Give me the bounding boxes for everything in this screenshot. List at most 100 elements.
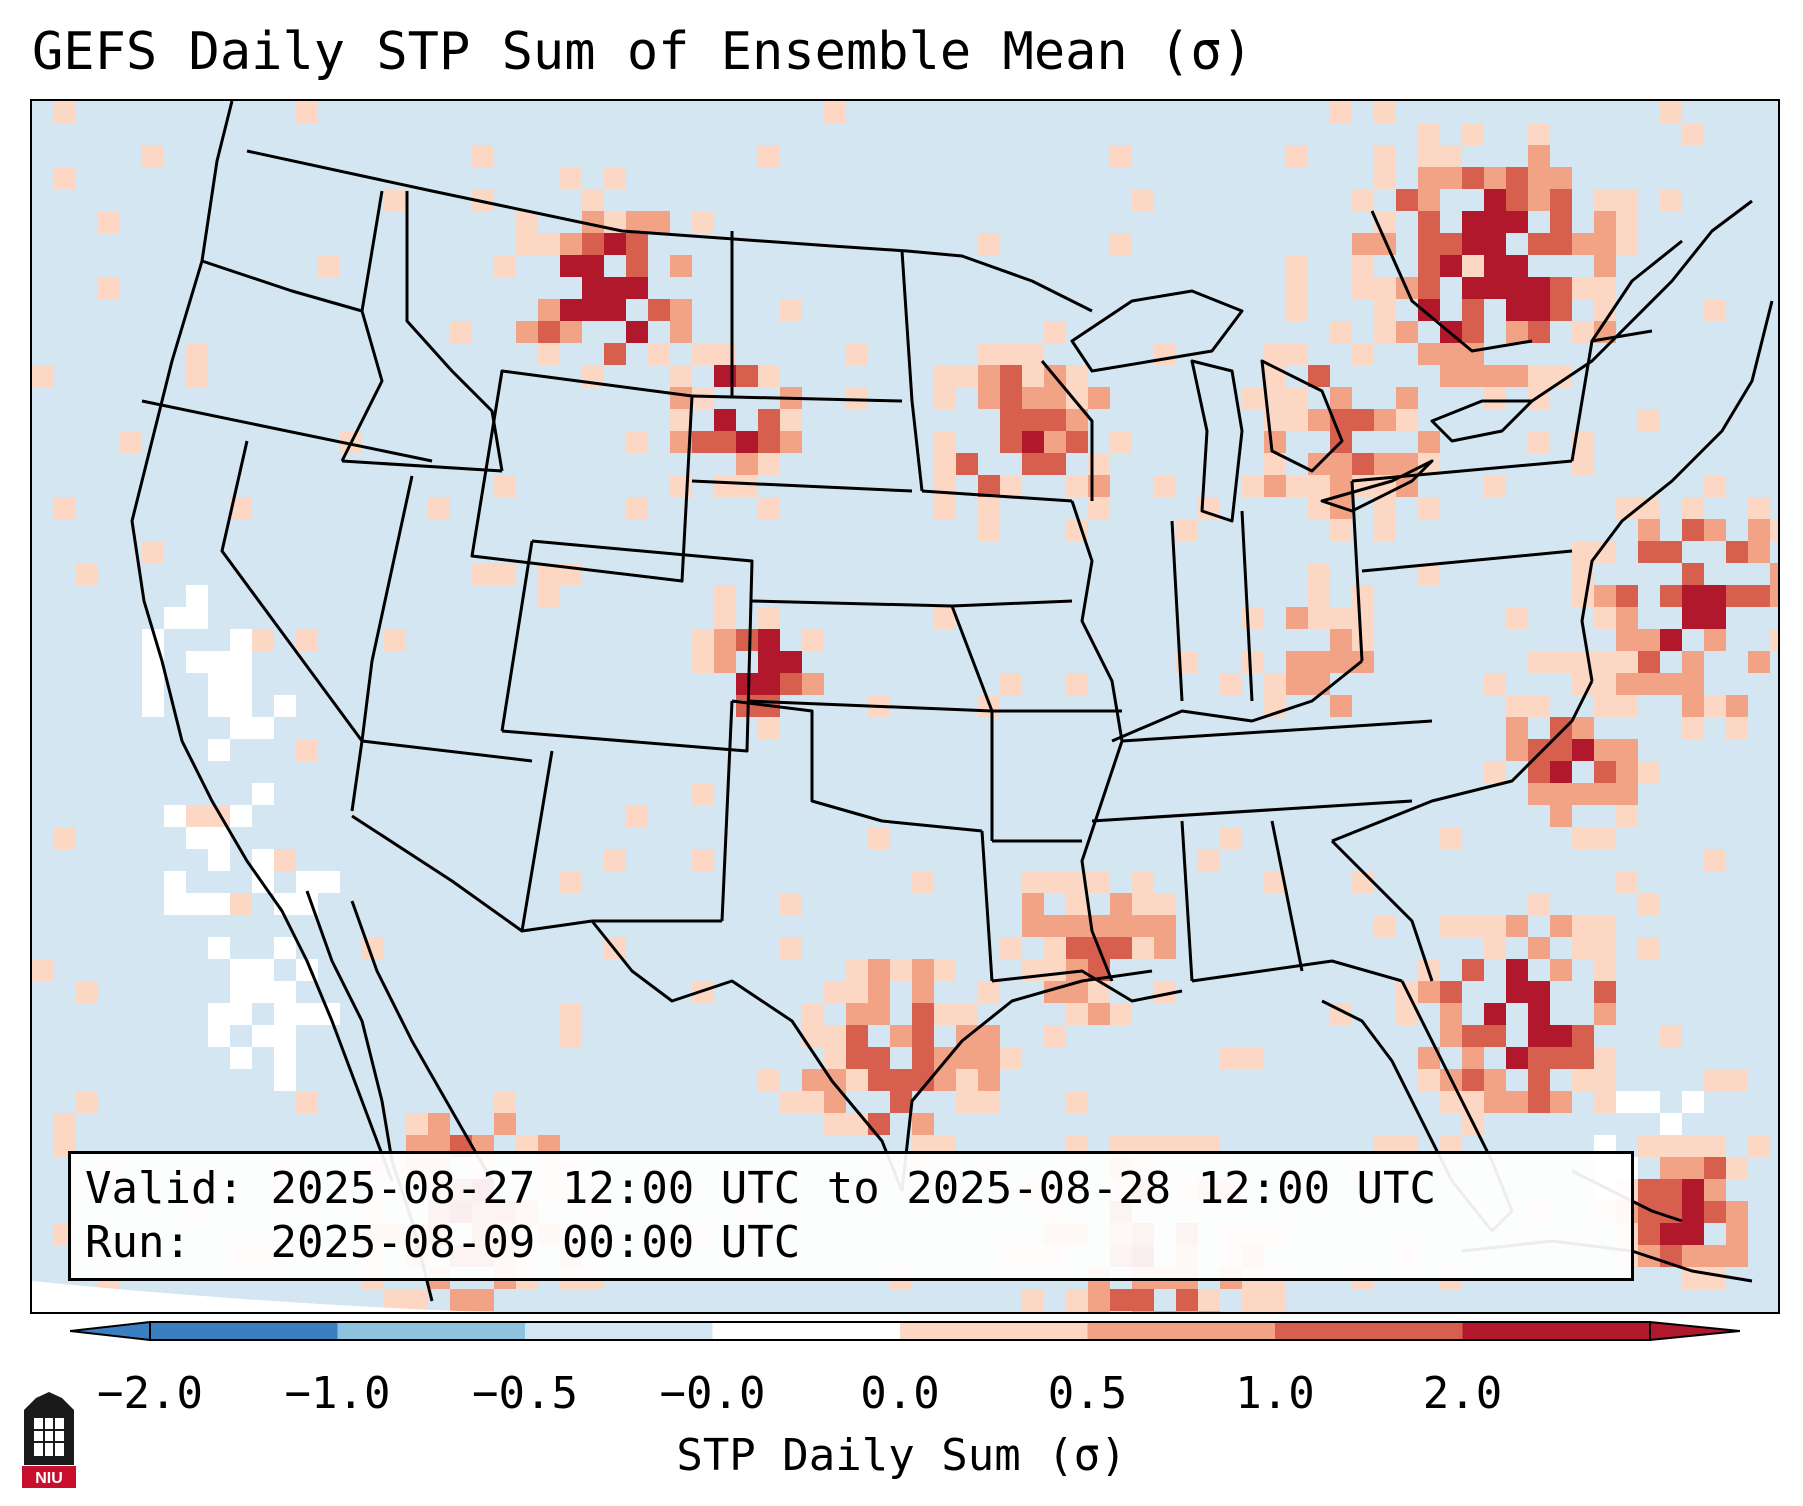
stp-cell (758, 145, 780, 167)
ms-al-border (1182, 821, 1192, 981)
stp-cell (1000, 431, 1022, 453)
stp-cell (758, 673, 780, 695)
stp-cell (1528, 739, 1550, 761)
stp-cell (186, 805, 208, 827)
stp-cell (1418, 277, 1440, 299)
stp-cell (54, 167, 76, 189)
stp-cell (1748, 651, 1770, 673)
stp-cell (1264, 1289, 1286, 1311)
stp-cell (1242, 475, 1264, 497)
stp-cell (1528, 365, 1550, 387)
stp-cell (230, 805, 252, 827)
stp-cell (1286, 1311, 1308, 1314)
stp-cell (604, 343, 626, 365)
stp-cell (1462, 321, 1484, 343)
stp-cell (472, 563, 494, 585)
stp-cell (1484, 937, 1506, 959)
stp-cell (626, 277, 648, 299)
stp-cell (1638, 1135, 1660, 1157)
stp-cell (978, 519, 1000, 541)
stp-cell (296, 1003, 318, 1025)
stp-cell (1044, 409, 1066, 431)
stp-cell (1308, 563, 1330, 585)
stp-cell (1264, 343, 1286, 365)
stp-cell (1374, 321, 1396, 343)
stp-cell (626, 211, 648, 233)
stp-cell (802, 1091, 824, 1113)
stp-cell (142, 695, 164, 717)
stp-cell (1220, 1311, 1242, 1314)
stp-cell (274, 1047, 296, 1069)
stp-cell (1462, 277, 1484, 299)
stp-cell (956, 1069, 978, 1091)
stp-cell (912, 1047, 934, 1069)
stp-cell (186, 343, 208, 365)
stp-cell (1682, 1179, 1704, 1201)
stp-cell (978, 1025, 1000, 1047)
stp-cell (956, 1047, 978, 1069)
stp-cell (1198, 849, 1220, 871)
stp-cell (1616, 783, 1638, 805)
stp-cell (1330, 651, 1352, 673)
stp-cell (978, 1091, 1000, 1113)
stp-cell (1022, 343, 1044, 365)
stp-cell (406, 1113, 428, 1135)
stp-cell (1352, 409, 1374, 431)
stp-cell (868, 1047, 890, 1069)
stp-cell (1748, 497, 1770, 519)
stp-cell (1000, 343, 1022, 365)
stp-cell (1044, 431, 1066, 453)
stp-cell (1044, 1025, 1066, 1047)
stp-cell (1704, 1245, 1726, 1267)
stp-cell (1330, 607, 1352, 629)
stp-cell (1000, 387, 1022, 409)
stp-cell (560, 167, 582, 189)
stp-cell (1726, 1223, 1748, 1245)
stp-cell (824, 981, 846, 1003)
stp-cell (1462, 959, 1484, 981)
stp-cell (98, 211, 120, 233)
stp-cell (230, 981, 252, 1003)
stp-cell (956, 1091, 978, 1113)
stp-cell (1682, 1135, 1704, 1157)
stp-cell (1484, 761, 1506, 783)
stp-cell (780, 673, 802, 695)
stp-cell (252, 849, 274, 871)
stp-cell (186, 365, 208, 387)
stp-cell (1528, 1091, 1550, 1113)
stp-cell (274, 1025, 296, 1047)
stp-cell (1528, 1003, 1550, 1025)
stp-cell (164, 607, 186, 629)
stp-cell (142, 673, 164, 695)
stp-cell (1528, 1069, 1550, 1091)
stp-cell (1066, 1091, 1088, 1113)
stp-cell (1000, 365, 1022, 387)
stp-cell (1286, 277, 1308, 299)
stp-cell (912, 1025, 934, 1047)
stp-cell (1088, 387, 1110, 409)
stp-cell (1154, 893, 1176, 915)
stp-cell (1594, 189, 1616, 211)
stp-cell (230, 1047, 252, 1069)
stp-cell (1022, 409, 1044, 431)
stp-cell (1110, 893, 1132, 915)
stp-cell (1572, 717, 1594, 739)
stp-cell (670, 365, 692, 387)
stp-cell (604, 849, 626, 871)
stp-cell (1418, 255, 1440, 277)
stp-cell (1660, 629, 1682, 651)
stp-cell (824, 1113, 846, 1135)
stp-cell (1440, 827, 1462, 849)
stp-cell (1066, 387, 1088, 409)
stp-cell (560, 255, 582, 277)
stp-cell (1682, 1201, 1704, 1223)
stp-cell (1594, 277, 1616, 299)
stp-cell (1264, 475, 1286, 497)
stp-cell (1352, 871, 1374, 893)
stp-cell (1132, 189, 1154, 211)
colorbar-segment (713, 1322, 901, 1340)
stp-cell (1484, 1003, 1506, 1025)
stp-cell (1374, 453, 1396, 475)
stp-cell (824, 1047, 846, 1069)
stp-cell (560, 1003, 582, 1025)
